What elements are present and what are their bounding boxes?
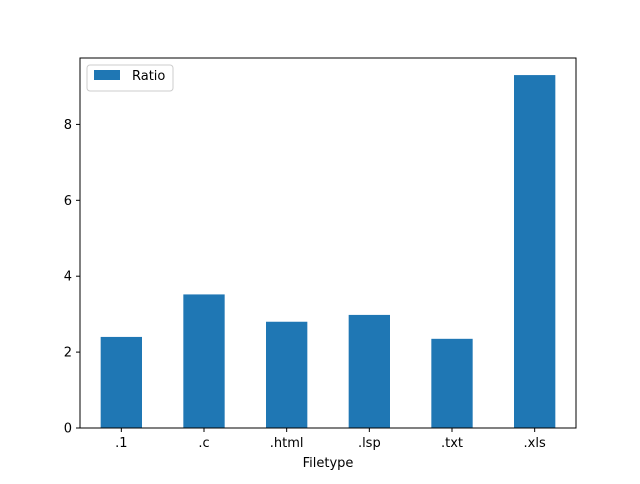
x-tick-label: .html xyxy=(270,436,304,451)
x-axis: .1 .c .html .lsp .txt .xls xyxy=(115,428,546,451)
y-tick-label: 4 xyxy=(64,270,72,285)
y-tick-label: 8 xyxy=(64,118,72,133)
bar-lsp xyxy=(348,314,390,428)
bar-c xyxy=(183,294,225,428)
bar-1 xyxy=(100,336,142,428)
bar-xls xyxy=(514,75,556,429)
y-tick-label: 6 xyxy=(64,194,72,209)
y-tick-label: 2 xyxy=(64,346,72,361)
x-tick-label: .xls xyxy=(524,436,546,451)
y-axis: 0 2 4 6 8 xyxy=(64,118,80,437)
bars-layer xyxy=(100,75,556,429)
x-tick-label: .lsp xyxy=(358,436,381,451)
x-tick-label: .c xyxy=(198,436,209,451)
y-tick-label: 0 xyxy=(64,422,72,437)
legend: Ratio xyxy=(86,64,174,92)
bar-txt xyxy=(431,338,473,428)
x-tick-label: .txt xyxy=(441,436,463,451)
x-tick-label: .1 xyxy=(115,436,127,451)
bar-html xyxy=(266,321,308,428)
legend-swatch xyxy=(94,70,120,80)
legend-label: Ratio xyxy=(132,69,165,84)
plot-area-frame xyxy=(79,57,577,429)
x-axis-label: Filetype xyxy=(303,456,354,471)
